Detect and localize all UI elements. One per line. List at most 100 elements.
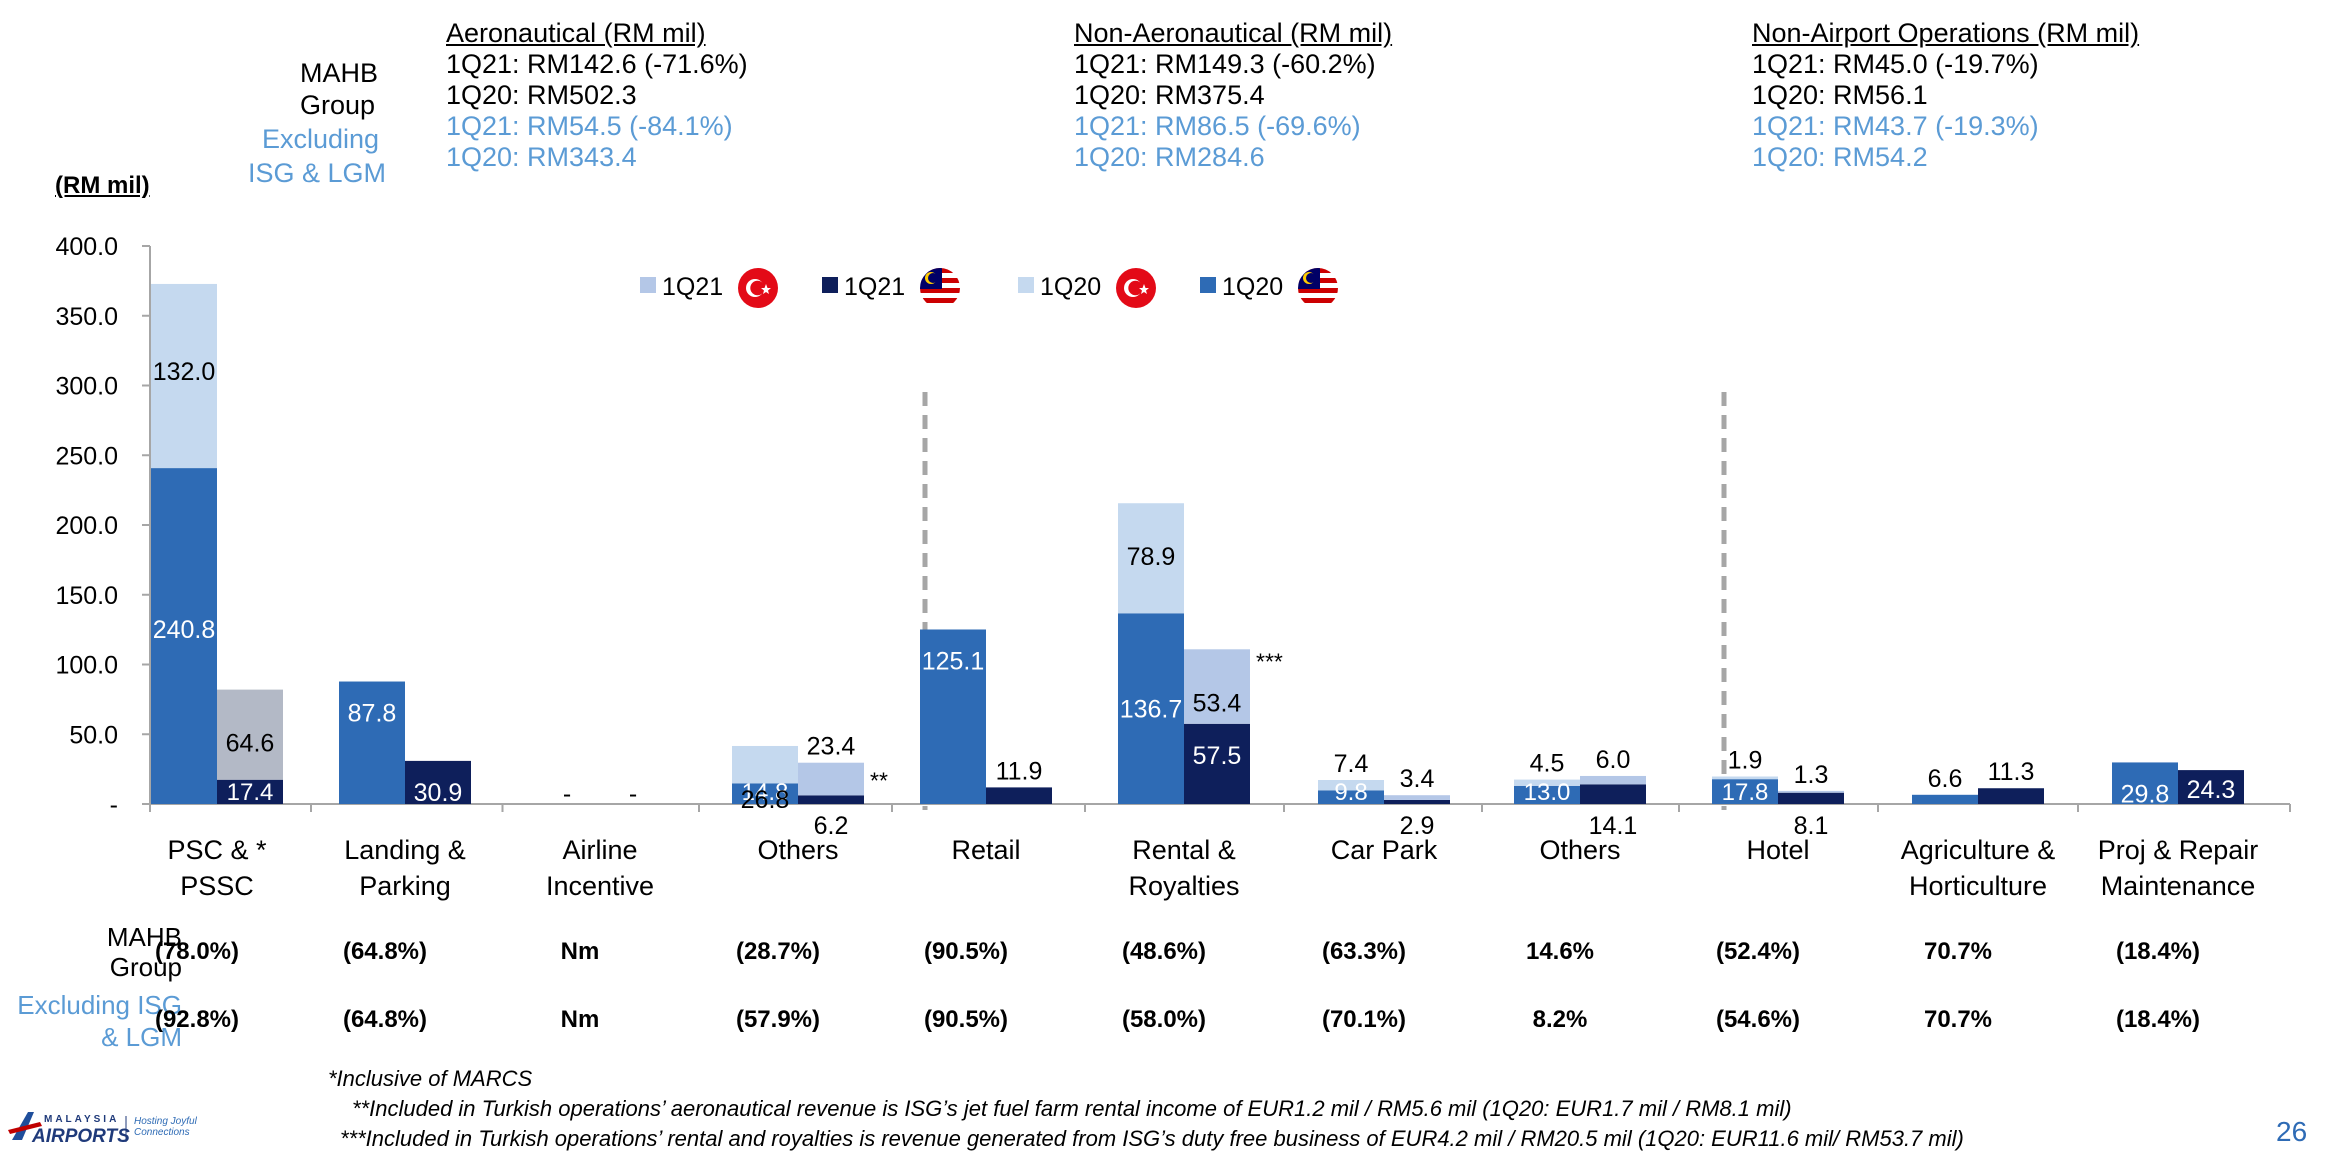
group-1q20: 1Q20: RM375.4	[1074, 80, 1265, 110]
data-label: 2.9	[1400, 812, 1435, 840]
logo-tagline: Hosting Joyful Connections	[134, 1116, 197, 1138]
bar-1q21-turkey	[217, 689, 283, 780]
bar-1q20-turkey	[151, 283, 217, 469]
bar-1q20-malaysia	[1712, 779, 1778, 804]
data-label: 30.9	[414, 779, 463, 807]
data-label: 14.1	[1589, 812, 1638, 840]
data-label: 13.0	[1524, 779, 1571, 806]
data-label: 9.8	[1334, 779, 1367, 806]
data-label: 26.8	[741, 786, 790, 814]
growth-excl-value: (64.8%)	[342, 1006, 428, 1033]
logo-text-bottom: AIRPORTS	[31, 1126, 130, 1146]
footnote-3: ***Included in Turkish operations’ renta…	[340, 1126, 1964, 1151]
bar-1q20-turkey	[1318, 780, 1384, 791]
turkey-flag-icon	[1116, 268, 1156, 308]
data-label: -	[629, 780, 637, 808]
group-1q20: 1Q20: RM502.3	[446, 80, 637, 110]
growth-group-value: (52.4%)	[1715, 938, 1801, 965]
y-tick-label: 250.0	[55, 442, 118, 470]
excl-1q21: 1Q21: RM86.5 (-69.6%)	[1074, 111, 1361, 141]
growth-excl-value: (92.8%)	[154, 1006, 240, 1033]
category-label: Landing & Parking	[300, 832, 510, 904]
malaysia-flag-icon	[920, 268, 960, 308]
excl-1q20: 1Q20: RM54.2	[1752, 142, 1928, 172]
category-label: Proj & Repair Maintenance	[2073, 832, 2283, 904]
excl-1q21: 1Q21: RM54.5 (-84.1%)	[446, 111, 733, 141]
row-label-excluding: Excluding	[262, 124, 380, 154]
data-label: 7.4	[1334, 750, 1369, 778]
category-label-line: Hotel	[1746, 835, 1810, 865]
row-label-isg-lgm: ISG & LGM	[248, 158, 387, 188]
excl-1q21: 1Q21: RM43.7 (-19.3%)	[1752, 111, 2039, 141]
bar-1q21-malaysia	[798, 795, 864, 804]
category-label-line: Others	[757, 835, 839, 865]
footnote-marker: ***	[1256, 648, 1283, 674]
category-label-line: Rental &	[1132, 835, 1236, 865]
category-label-line: Retail	[951, 835, 1021, 865]
growth-label-isg-lgm: & LGM	[101, 1022, 182, 1052]
data-label: 1.9	[1728, 747, 1763, 775]
category-label: Rental & Royalties	[1079, 832, 1289, 904]
data-label: 1.3	[1794, 761, 1829, 789]
data-label: 11.3	[1988, 758, 2035, 786]
category-label-line: Car Park	[1330, 835, 1438, 865]
bar-1q21-turkey	[1184, 649, 1250, 724]
footnote-marker: **	[870, 768, 888, 794]
bar-1q20-malaysia	[1318, 790, 1384, 804]
category-label: Car Park	[1279, 832, 1489, 868]
data-label: 64.6	[226, 730, 275, 758]
category-label-line: Horticulture	[1908, 871, 2048, 901]
growth-group-value: (64.8%)	[342, 938, 428, 965]
legend-label: 1Q20	[1040, 273, 1101, 301]
category-label-line: Agriculture &	[1900, 835, 2056, 865]
group-1q21: 1Q21: RM45.0 (-19.7%)	[1752, 49, 2039, 79]
growth-excl-value: 8.2%	[1532, 1006, 1588, 1033]
data-label: 6.6	[1928, 765, 1963, 793]
bar-1q21-malaysia	[1184, 723, 1250, 804]
malaysia-airports-logo: MALAYSIA AIRPORTS Hosting Joyful Connect…	[6, 1108, 206, 1147]
excl-1q20: 1Q20: RM343.4	[446, 142, 637, 172]
data-label: 78.9	[1127, 543, 1176, 571]
bar-1q20-malaysia	[339, 681, 405, 804]
category-label-line: Others	[1539, 835, 1621, 865]
bar-1q21-turkey	[1778, 790, 1844, 793]
growth-excl-value: (70.1%)	[1321, 1006, 1407, 1033]
bar-1q20-malaysia	[1118, 613, 1184, 804]
bar-1q21-malaysia	[1580, 784, 1646, 804]
y-tick-label: 350.0	[55, 303, 118, 331]
bar-1q20-malaysia	[920, 629, 986, 804]
bar-1q20-turkey	[1118, 503, 1184, 614]
y-tick-label: 200.0	[55, 512, 118, 540]
bar-1q20-turkey	[732, 745, 798, 784]
section-non-airport: Non-Airport Operations (RM mil) 1Q21: RM…	[1752, 18, 2139, 173]
data-label: 29.8	[2121, 780, 2170, 808]
turkey-flag-icon	[738, 268, 778, 308]
bar-1q20-malaysia	[732, 783, 798, 804]
section-title: Non-Airport Operations (RM mil)	[1752, 18, 2140, 48]
data-label: 8.1	[1794, 812, 1829, 840]
category-label: Airline Incentive	[495, 832, 705, 904]
bar-1q20-malaysia	[2112, 762, 2178, 804]
bar-1q20-turkey	[1712, 776, 1778, 780]
category-label: PSC & * PSSC	[112, 832, 322, 904]
data-label: 3.4	[1400, 765, 1435, 793]
data-label: 6.2	[814, 812, 849, 840]
growth-excl-value: 70.7%	[1923, 1006, 1993, 1033]
y-tick-label: -	[110, 791, 118, 819]
growth-group-value: Nm	[560, 938, 600, 965]
row-label-group: Group	[300, 90, 376, 120]
category-label-line: Parking	[359, 871, 451, 901]
data-label: 53.4	[1193, 689, 1242, 717]
section-title: Non-Aeronautical (RM mil)	[1074, 18, 1393, 48]
y-tick-label: 100.0	[55, 652, 118, 680]
data-label: 14.8	[742, 779, 789, 806]
bar-1q21-turkey	[1384, 795, 1450, 800]
growth-excl-value: Nm	[560, 1006, 600, 1033]
legend-swatch	[1018, 277, 1034, 293]
row-label-mahb: MAHB	[300, 58, 379, 88]
bar-1q20-malaysia	[1912, 794, 1978, 804]
excl-1q20: 1Q20: RM284.6	[1074, 142, 1265, 172]
bar-1q21-malaysia	[2178, 770, 2244, 804]
y-tick-label: 400.0	[55, 233, 118, 261]
category-label: Retail	[881, 832, 1091, 868]
